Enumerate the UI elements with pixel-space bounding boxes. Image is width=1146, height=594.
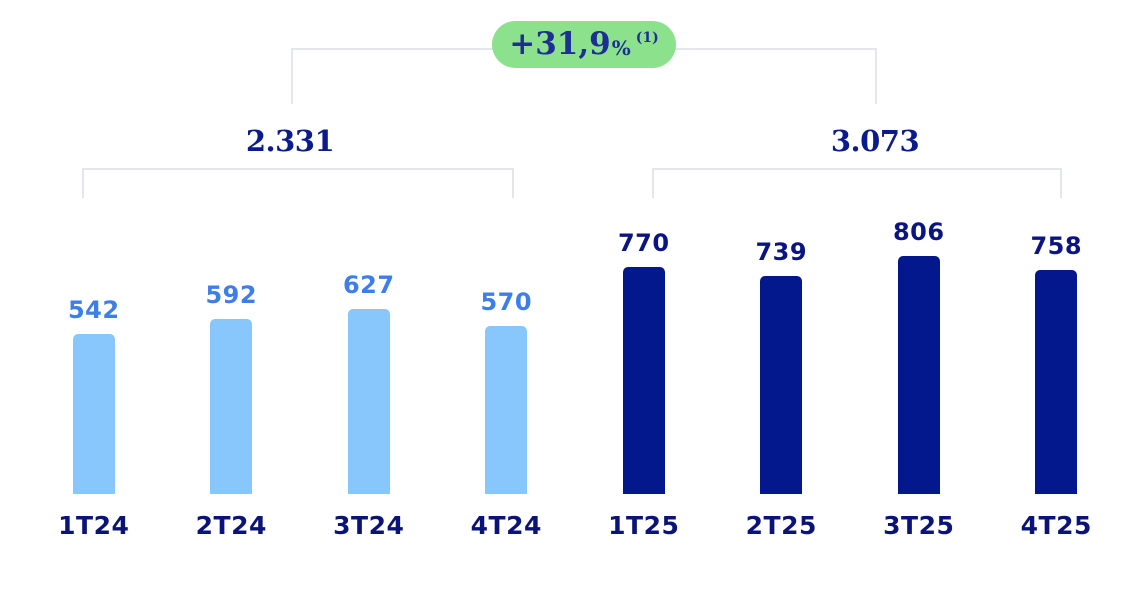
growth-badge: +31,9 % (1)	[492, 21, 676, 68]
bar-value-label: 806	[892, 218, 945, 246]
bar-column-2t24: 592 2T24	[163, 282, 301, 540]
bar-1t24	[72, 334, 115, 494]
category-label: 4T24	[470, 511, 542, 540]
category-label: 3T24	[333, 511, 405, 540]
bar-value-label: 770	[617, 229, 670, 257]
group-total-2024: 2.331	[245, 124, 335, 158]
growth-value: +31,9	[509, 26, 611, 62]
bar-4t24	[485, 326, 528, 494]
bar-3t24	[347, 309, 390, 494]
group-bracket-2024	[82, 168, 514, 198]
bar-column-4t24: 570 4T24	[438, 289, 576, 540]
category-label: 1T25	[608, 511, 680, 540]
bar-2t24	[210, 319, 253, 494]
bar-value-label: 592	[205, 281, 258, 309]
bar-value-label: 739	[755, 238, 808, 266]
bar-column-1t24: 542 1T24	[25, 297, 163, 540]
bar-column-1t25: 770 1T25	[575, 230, 713, 540]
group-bracket-2025	[652, 168, 1062, 198]
bar-value-label: 627	[342, 271, 395, 299]
bar-4t25	[1035, 270, 1078, 494]
group-total-2025: 3.073	[830, 124, 920, 158]
bar-column-2t25: 739 2T25	[713, 239, 851, 540]
bar-column-3t25: 806 3T25	[850, 219, 988, 540]
category-label: 3T25	[883, 511, 955, 540]
bar-1t25	[622, 267, 665, 494]
bar-value-label: 542	[67, 296, 120, 324]
category-label: 2T25	[745, 511, 817, 540]
bar-3t25	[897, 256, 940, 494]
bar-value-label: 758	[1030, 232, 1083, 260]
bar-column-4t25: 758 4T25	[988, 233, 1126, 540]
percent-sign: %	[611, 35, 631, 60]
bar-2t25	[760, 276, 803, 494]
bar-column-3t24: 627 3T24	[300, 272, 438, 540]
category-label: 2T24	[195, 511, 267, 540]
category-label: 1T24	[58, 511, 130, 540]
bar-value-label: 570	[480, 288, 533, 316]
category-label: 4T25	[1020, 511, 1092, 540]
bars-area: 542 1T24 592 2T24 627 3T24 570 4T24 770 1T25 739 2T…	[25, 219, 1125, 540]
footnote-marker: (1)	[635, 29, 659, 46]
